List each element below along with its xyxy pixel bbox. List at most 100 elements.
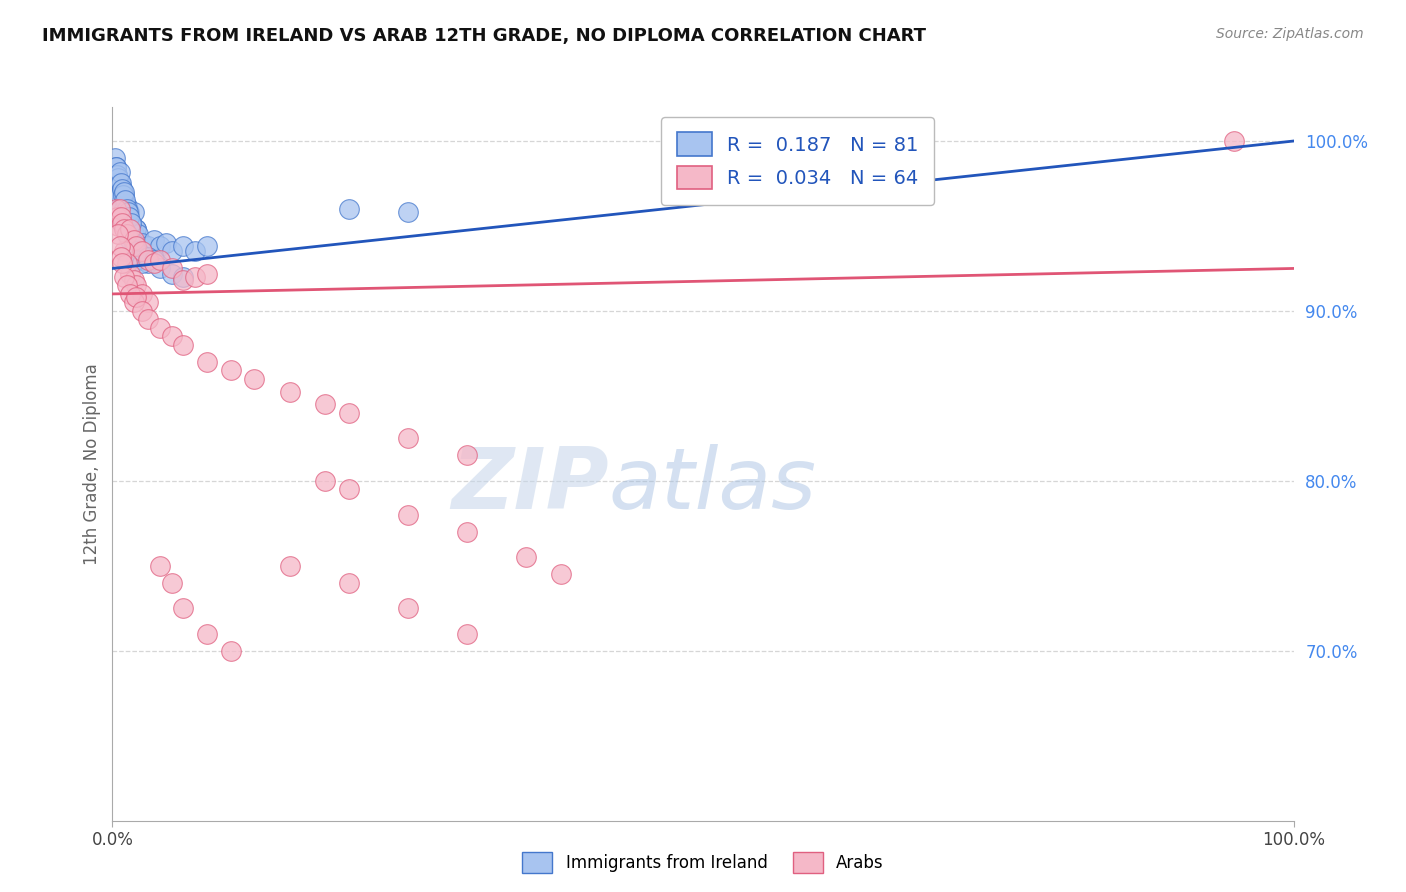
- Point: [155, 235, 177, 250]
- Point: [111, 216, 134, 230]
- Point: [108, 164, 131, 178]
- Point: [122, 235, 145, 250]
- Point: [107, 177, 129, 191]
- Legend: Immigrants from Ireland, Arabs: Immigrants from Ireland, Arabs: [516, 846, 890, 880]
- Point: [515, 550, 537, 565]
- Point: [110, 250, 132, 264]
- Point: [125, 252, 148, 267]
- Text: atlas: atlas: [609, 443, 817, 527]
- Point: [172, 269, 194, 284]
- Point: [160, 244, 183, 259]
- Point: [195, 626, 218, 640]
- Point: [107, 198, 129, 212]
- Point: [115, 227, 138, 242]
- Point: [1223, 134, 1246, 148]
- Text: ZIP: ZIP: [451, 443, 609, 527]
- Point: [120, 233, 142, 247]
- Point: [125, 222, 148, 236]
- Point: [107, 227, 129, 242]
- Point: [131, 252, 153, 267]
- Point: [105, 185, 128, 199]
- Point: [219, 644, 242, 658]
- Point: [111, 211, 134, 225]
- Point: [105, 205, 128, 219]
- Point: [136, 252, 159, 267]
- Point: [112, 194, 135, 208]
- Point: [149, 321, 172, 335]
- Point: [108, 202, 131, 216]
- Point: [107, 202, 129, 216]
- Point: [111, 181, 134, 195]
- Point: [550, 567, 572, 582]
- Point: [107, 219, 129, 233]
- Point: [337, 406, 360, 420]
- Point: [337, 483, 360, 497]
- Point: [111, 256, 134, 270]
- Point: [104, 151, 127, 165]
- Point: [125, 290, 148, 304]
- Point: [131, 287, 153, 301]
- Point: [136, 250, 159, 264]
- Point: [136, 295, 159, 310]
- Point: [396, 431, 419, 445]
- Point: [184, 269, 207, 284]
- Point: [105, 211, 128, 225]
- Point: [105, 194, 128, 208]
- Legend: R =  0.187   N = 81, R =  0.034   N = 64: R = 0.187 N = 81, R = 0.034 N = 64: [661, 117, 934, 205]
- Point: [105, 168, 128, 182]
- Point: [110, 177, 132, 191]
- Point: [120, 219, 142, 233]
- Point: [117, 205, 139, 219]
- Point: [120, 287, 142, 301]
- Point: [172, 338, 194, 352]
- Point: [122, 205, 145, 219]
- Point: [456, 448, 478, 462]
- Point: [112, 219, 135, 233]
- Point: [108, 188, 131, 202]
- Point: [112, 269, 135, 284]
- Point: [111, 198, 134, 212]
- Point: [142, 233, 165, 247]
- Point: [108, 177, 131, 191]
- Point: [396, 205, 419, 219]
- Point: [125, 239, 148, 253]
- Point: [107, 171, 129, 186]
- Point: [120, 267, 142, 281]
- Point: [114, 202, 136, 216]
- Point: [149, 558, 172, 573]
- Point: [105, 202, 128, 216]
- Point: [195, 267, 218, 281]
- Point: [112, 188, 135, 202]
- Point: [110, 185, 132, 199]
- Point: [456, 626, 478, 640]
- Point: [172, 239, 194, 253]
- Point: [112, 219, 135, 233]
- Point: [105, 160, 128, 174]
- Point: [120, 219, 142, 233]
- Point: [125, 244, 148, 259]
- Point: [136, 256, 159, 270]
- Point: [219, 363, 242, 377]
- Point: [120, 222, 142, 236]
- Point: [105, 168, 128, 182]
- Point: [172, 273, 194, 287]
- Point: [112, 244, 135, 259]
- Point: [122, 295, 145, 310]
- Point: [118, 205, 141, 219]
- Point: [160, 575, 183, 590]
- Point: [108, 211, 131, 225]
- Point: [122, 273, 145, 287]
- Point: [278, 385, 301, 400]
- Point: [120, 216, 142, 230]
- Point: [118, 211, 141, 225]
- Point: [114, 219, 136, 233]
- Point: [115, 227, 138, 242]
- Point: [131, 235, 153, 250]
- Point: [112, 188, 135, 202]
- Point: [142, 256, 165, 270]
- Point: [337, 202, 360, 216]
- Point: [115, 202, 138, 216]
- Point: [115, 198, 138, 212]
- Text: IMMIGRANTS FROM IRELAND VS ARAB 12TH GRADE, NO DIPLOMA CORRELATION CHART: IMMIGRANTS FROM IRELAND VS ARAB 12TH GRA…: [42, 27, 927, 45]
- Point: [337, 575, 360, 590]
